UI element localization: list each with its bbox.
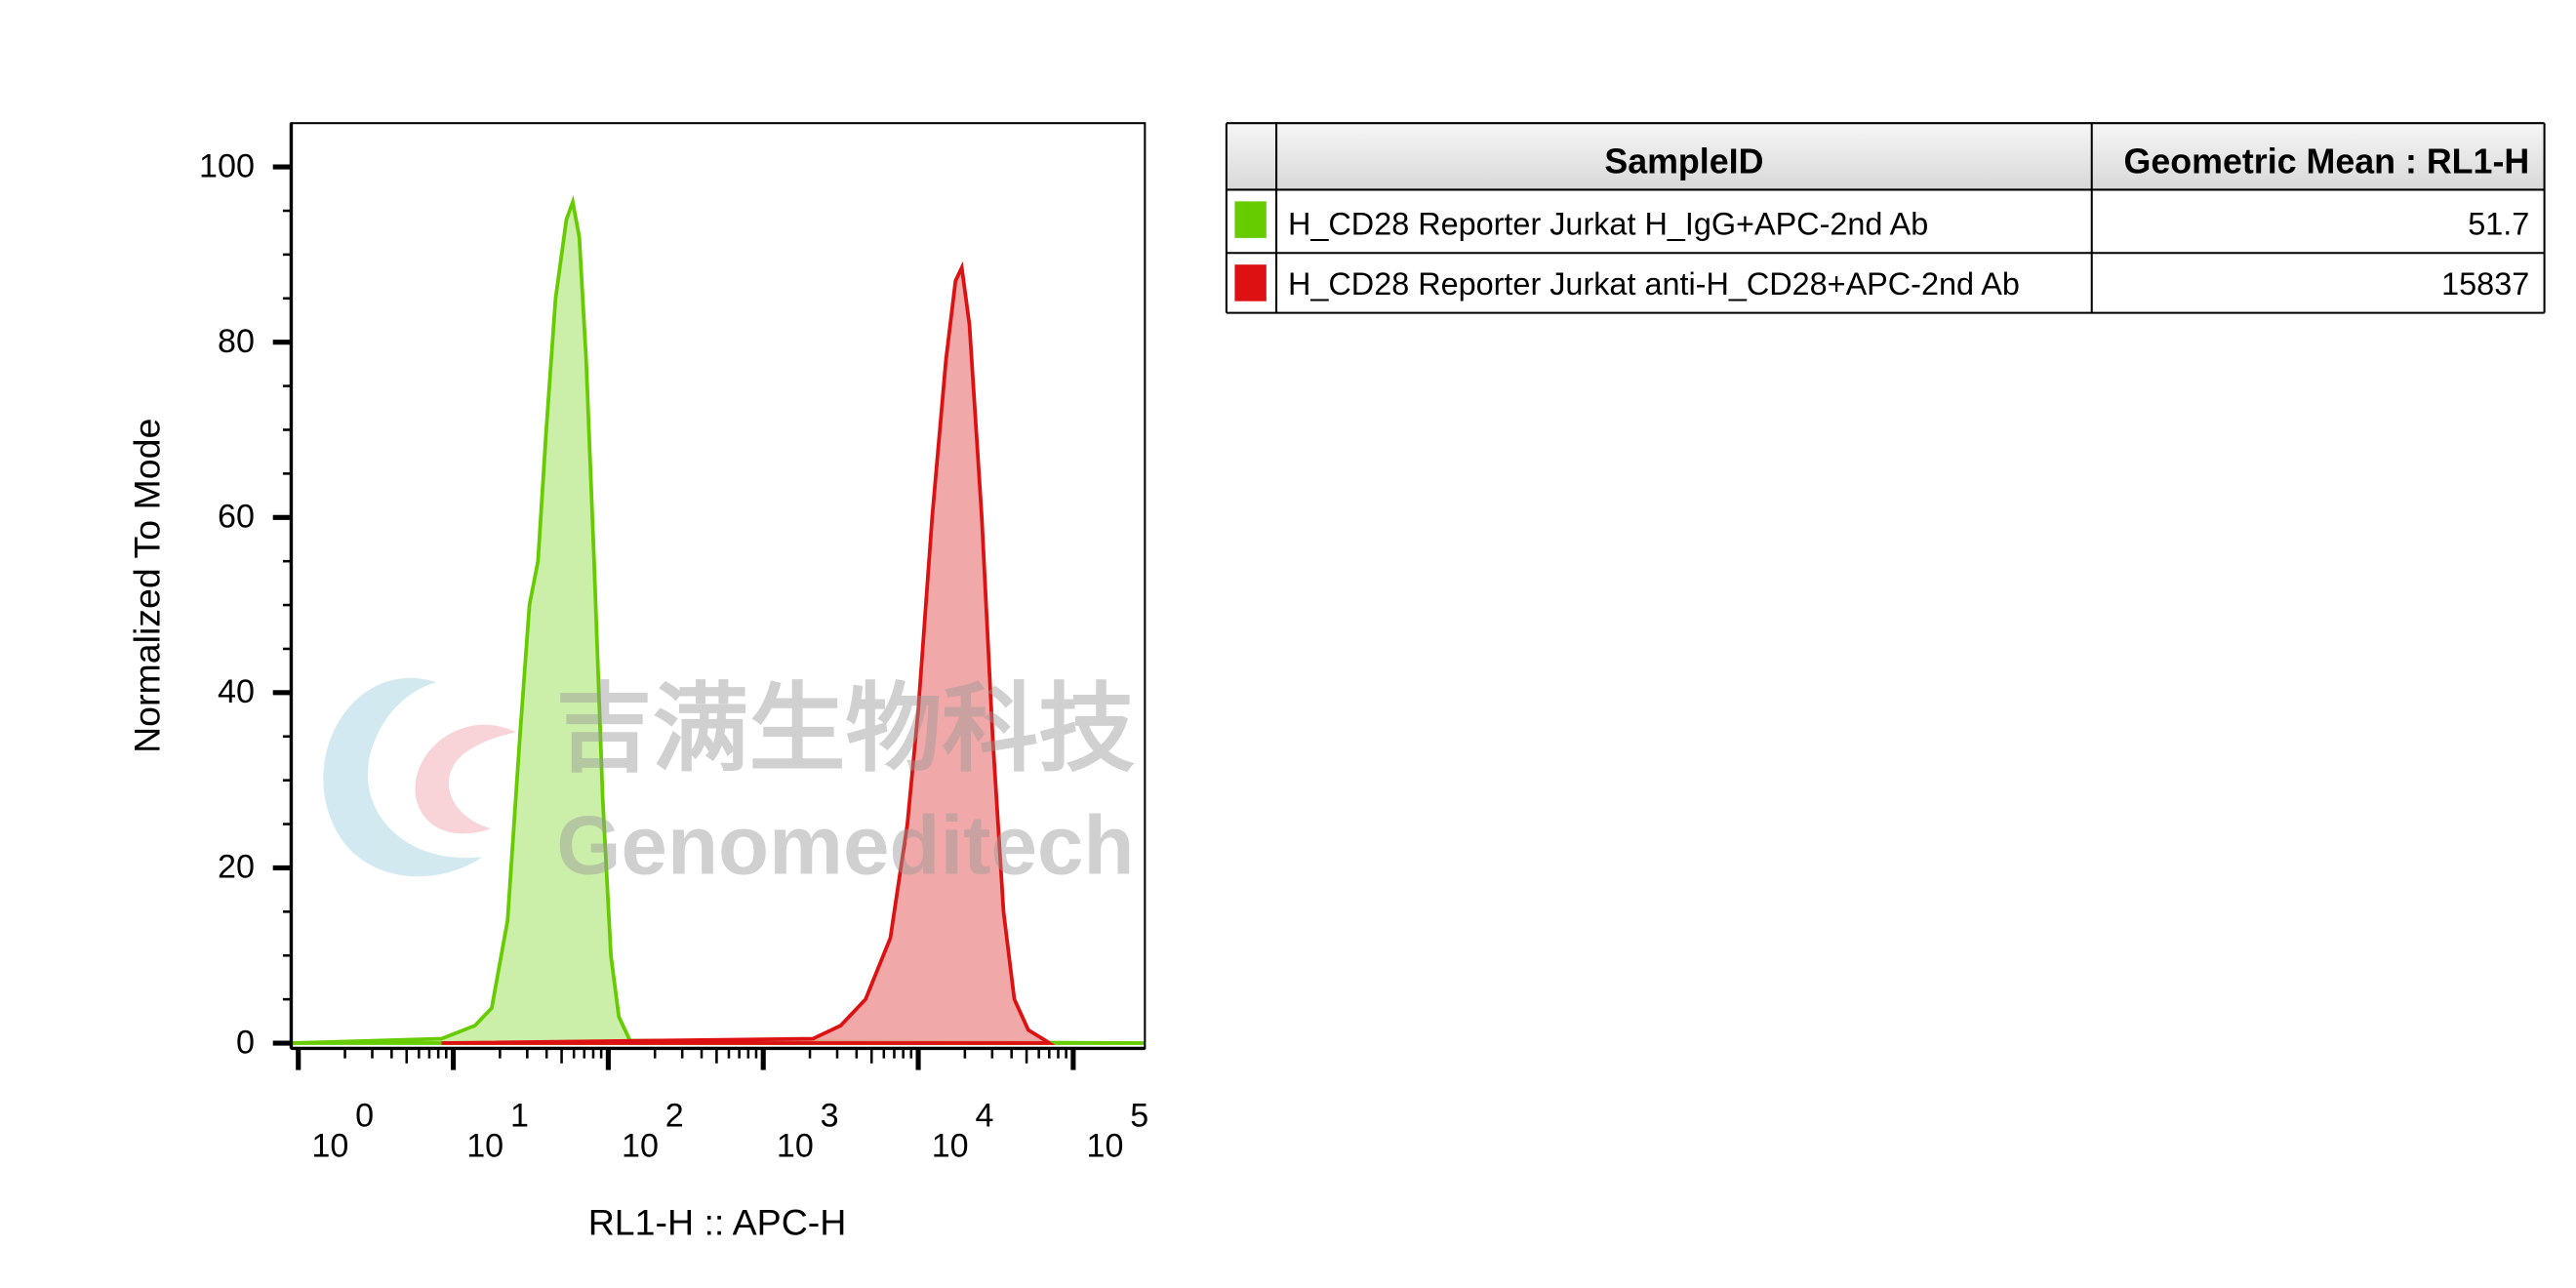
histogram — [291, 194, 1146, 1045]
y-tick-label: 60 — [218, 499, 255, 536]
y-tick-label: 100 — [199, 147, 255, 184]
logo — [323, 677, 483, 877]
x-tick-label: 102 — [622, 1098, 684, 1165]
x-tick-label: 105 — [1087, 1098, 1149, 1165]
y-axis-label: Normalized To Mode — [127, 419, 168, 753]
table-cell: 15837 — [2441, 266, 2529, 302]
x-axis-label: RL1-H :: APC-H — [588, 1201, 847, 1242]
y-tick-label: 80 — [218, 323, 255, 360]
table-header: SampleID — [1604, 141, 1763, 181]
table-cell: H_CD28 Reporter Jurkat H_IgG+APC-2nd Ab — [1288, 206, 1928, 241]
table: SampleID Geometric Mean : RL1-H H_CD28 Rep… — [1225, 122, 2546, 314]
table-cell: H_CD28 Reporter Jurkat anti-H_CD28+APC-2… — [1288, 266, 2020, 302]
y-tick-label: 0 — [236, 1024, 255, 1061]
watermark-cn: 吉满生物科技 — [556, 674, 1136, 783]
x-tick-label: 103 — [777, 1098, 839, 1165]
x-tick-exponent: 5 — [1130, 1098, 1148, 1135]
x-tick-base: 10 — [932, 1127, 969, 1164]
x-tick-base: 10 — [466, 1127, 503, 1164]
watermark-en: Genomeditech — [556, 799, 1134, 892]
histogram — [441, 261, 1056, 1045]
logo — [415, 724, 516, 834]
y-tick-label: 20 — [218, 849, 255, 886]
x-tick-exponent: 2 — [665, 1098, 684, 1135]
x-tick-exponent: 4 — [975, 1098, 993, 1135]
x-tick-label: 101 — [466, 1098, 529, 1165]
y-tick-label: 40 — [218, 673, 255, 710]
x-tick-exponent: 0 — [355, 1098, 374, 1135]
legend-swatch — [1234, 201, 1267, 238]
table-header-bg — [1226, 123, 2545, 190]
x-tick-exponent: 1 — [510, 1098, 529, 1135]
x-tick-base: 10 — [1087, 1127, 1124, 1164]
plot-frame — [290, 122, 1147, 1050]
x-tick-base: 10 — [311, 1127, 348, 1164]
x-tick-base: 10 — [622, 1127, 659, 1164]
table-cell: 51.7 — [2468, 206, 2529, 241]
x-tick-base: 10 — [777, 1127, 814, 1164]
legend-swatch — [1234, 264, 1267, 302]
watermark: 吉满生物科技 Genomeditech — [323, 674, 1135, 892]
x-tick-label: 100 — [311, 1098, 374, 1165]
x-tick-label: 104 — [932, 1098, 994, 1165]
x-tick-exponent: 3 — [821, 1098, 839, 1135]
table-header: Geometric Mean : RL1-H — [2124, 141, 2530, 181]
